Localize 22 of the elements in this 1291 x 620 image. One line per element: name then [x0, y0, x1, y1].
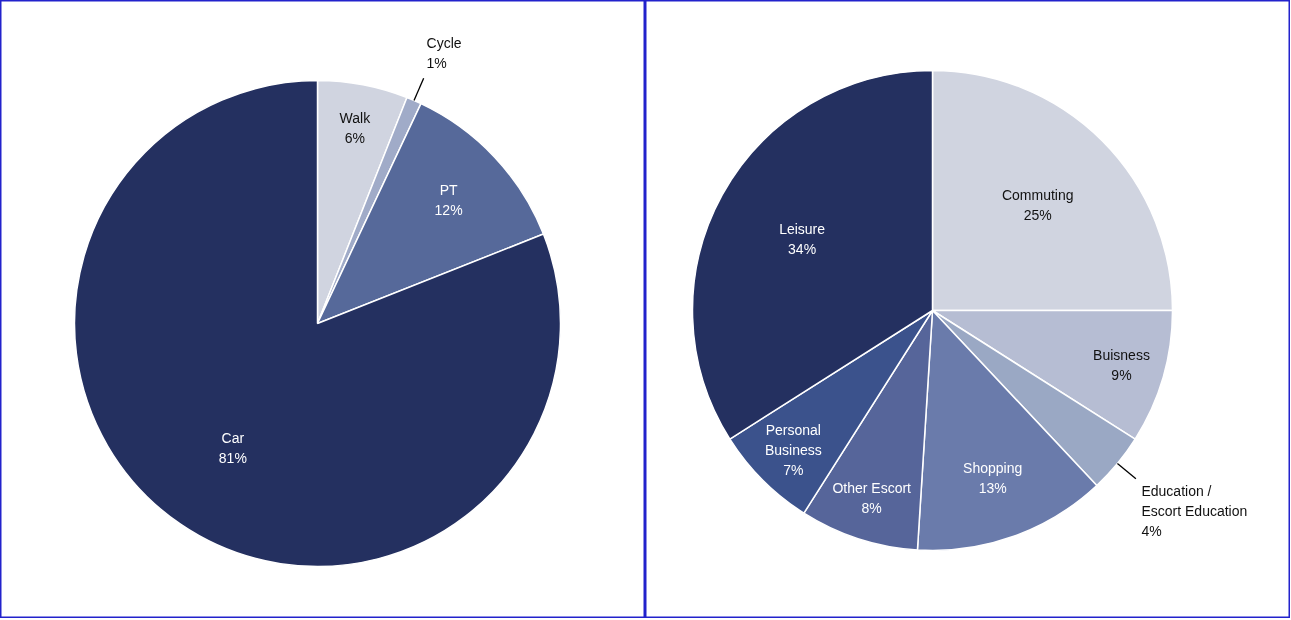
slice-label: Commuting: [1001, 187, 1074, 204]
data-label: 81%: [218, 450, 247, 467]
data-label: 25%: [1023, 207, 1052, 224]
data-label: 8%: [861, 499, 882, 516]
data-label: 1%: [426, 55, 447, 72]
data-label: 12%: [434, 202, 463, 219]
data-label: 34%: [788, 240, 817, 257]
slice-label: PT: [439, 182, 458, 199]
slice-label: Other Escort: [832, 479, 912, 496]
data-label: 9%: [1111, 367, 1132, 384]
data-label: 7%: [783, 461, 804, 478]
slice-label: Cycle: [426, 35, 462, 52]
slice-label: Car: [221, 430, 245, 447]
slice-label: Shopping: [963, 459, 1023, 476]
slice-label: Buisness: [1093, 347, 1150, 364]
slice-label: Personal Business: [764, 421, 822, 458]
data-label: 4%: [1141, 523, 1162, 540]
data-label: 6%: [344, 129, 365, 146]
slice-label: Walk: [339, 109, 372, 126]
data-label: 13%: [978, 479, 1007, 496]
slice-label: Education / Escort Education: [1141, 483, 1248, 520]
slice-label: Leisure: [779, 220, 826, 237]
